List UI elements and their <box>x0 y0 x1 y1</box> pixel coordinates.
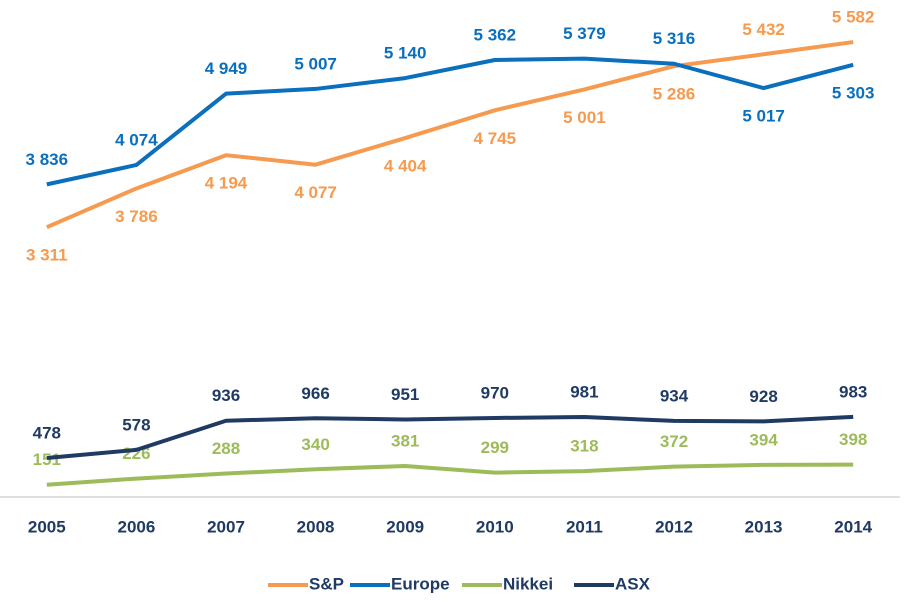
data-label: 3 836 <box>26 150 69 169</box>
data-label: 934 <box>660 386 689 405</box>
data-label: 340 <box>301 435 329 454</box>
series-line <box>46 40 854 229</box>
x-tick-label: 2010 <box>476 517 514 536</box>
data-label: 5 007 <box>294 54 337 73</box>
legend-label: Europe <box>391 574 450 593</box>
data-label: 5 017 <box>742 107 785 126</box>
data-label: 936 <box>212 386 240 405</box>
data-label: 381 <box>391 431 419 450</box>
data-label: 5 316 <box>653 29 696 48</box>
data-label: 318 <box>570 437 598 456</box>
data-label: 288 <box>212 439 240 458</box>
data-label: 4 194 <box>205 174 248 193</box>
data-label: 398 <box>839 430 867 449</box>
x-tick-label: 2013 <box>745 517 783 536</box>
x-tick-label: 2011 <box>566 517 603 536</box>
data-label: 3 311 <box>26 246 68 265</box>
series-line <box>46 414 854 461</box>
data-label: 5 286 <box>653 85 696 104</box>
data-label: 3 786 <box>115 207 158 226</box>
x-tick-label: 2012 <box>655 517 693 536</box>
x-tick-label: 2008 <box>297 517 335 536</box>
data-label: 983 <box>839 382 867 401</box>
data-label: 5 001 <box>563 108 606 127</box>
data-label: 578 <box>122 415 150 434</box>
data-label: 4 077 <box>294 183 337 202</box>
data-label: 970 <box>481 383 509 402</box>
data-label: 951 <box>391 385 419 404</box>
data-label: 394 <box>749 430 778 449</box>
legend-label: S&P <box>309 574 344 593</box>
data-label: 5 379 <box>563 24 606 43</box>
series-line <box>46 56 854 187</box>
data-label: 4 404 <box>384 157 427 176</box>
legend-label: ASX <box>615 574 651 593</box>
x-tick-label: 2005 <box>28 517 66 536</box>
data-label: 966 <box>301 384 329 403</box>
data-label: 4 745 <box>474 129 517 148</box>
data-label: 5 303 <box>832 83 875 102</box>
data-label: 981 <box>570 383 598 402</box>
x-tick-label: 2007 <box>207 517 245 536</box>
data-label: 5 140 <box>384 44 427 63</box>
data-label: 5 432 <box>742 20 785 39</box>
data-label: 478 <box>33 424 61 443</box>
x-tick-label: 2014 <box>834 517 872 536</box>
data-label: 5 582 <box>832 8 875 27</box>
data-label: 372 <box>660 432 688 451</box>
data-label: 4 074 <box>115 130 158 149</box>
legend-label: Nikkei <box>503 574 553 593</box>
x-tick-label: 2006 <box>117 517 155 536</box>
series-line <box>46 462 854 487</box>
data-label: 299 <box>481 438 509 457</box>
data-label: 5 362 <box>474 25 517 44</box>
data-label: 151 <box>33 450 61 469</box>
data-label: 4 949 <box>205 59 248 78</box>
data-label: 928 <box>749 387 777 406</box>
x-tick-label: 2009 <box>386 517 424 536</box>
